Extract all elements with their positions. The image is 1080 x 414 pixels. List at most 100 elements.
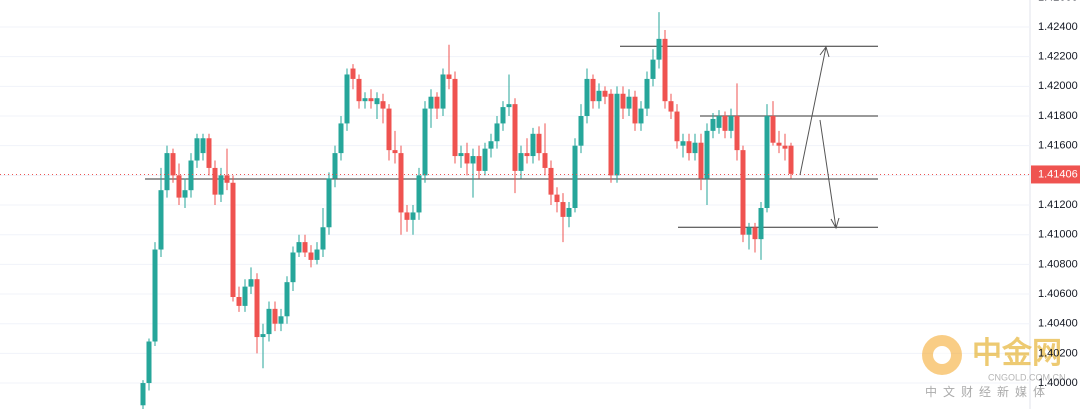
candle-body — [668, 101, 674, 112]
candle-body — [686, 141, 692, 154]
candle-body — [386, 108, 392, 151]
candle-body — [284, 282, 290, 317]
candle-body — [704, 130, 710, 179]
candle-body — [746, 227, 752, 235]
y-tick-label: 1.40800 — [1038, 258, 1078, 270]
candle-body — [428, 96, 434, 109]
candle-body — [764, 116, 770, 208]
candle-body — [722, 116, 728, 131]
candle-body — [692, 142, 698, 154]
logo-inner — [933, 346, 951, 364]
candle-body — [494, 123, 500, 142]
candle-body — [230, 182, 236, 297]
candle-body — [368, 98, 374, 102]
candle-body — [638, 108, 644, 124]
last-price-box — [1031, 165, 1080, 184]
candle-body — [200, 138, 206, 154]
y-tick-label: 1.41200 — [1038, 199, 1078, 211]
y-tick-label: 1.40200 — [1038, 347, 1078, 359]
candle-body — [524, 153, 530, 157]
candle-body — [170, 153, 176, 176]
candle-body — [302, 242, 308, 253]
candle-body — [644, 78, 650, 109]
y-tick-label: 1.40000 — [1038, 377, 1078, 389]
candle-body — [470, 156, 476, 164]
candle-body — [158, 190, 164, 250]
candle-body — [224, 175, 230, 183]
candle-body — [404, 212, 410, 220]
y-tick-label: 1.42200 — [1038, 51, 1078, 63]
candle-body — [416, 175, 422, 213]
candle-body — [296, 242, 302, 253]
candle-body — [596, 90, 602, 102]
candle-body — [380, 101, 386, 109]
candle-body — [164, 153, 170, 191]
candle-body — [332, 153, 338, 179]
candle-body — [452, 78, 458, 157]
candle-body — [566, 207, 572, 217]
candle-body — [152, 249, 158, 342]
candle-body — [602, 90, 608, 97]
candle-body — [698, 142, 704, 179]
y-tick-label: 1.42600 — [1038, 0, 1078, 3]
candle-body — [440, 74, 446, 109]
y-tick-label: 1.41800 — [1038, 110, 1078, 122]
y-tick-label: 1.41000 — [1038, 229, 1078, 241]
candle-body — [476, 156, 482, 171]
candle-body — [728, 116, 734, 131]
candle-body — [446, 74, 452, 79]
candle-body — [584, 78, 590, 117]
arrow-down — [819, 119, 840, 230]
candle-body — [680, 141, 686, 146]
candle-body — [716, 116, 722, 128]
candle-body — [248, 279, 254, 287]
candle-body — [392, 150, 398, 154]
candle-body — [782, 145, 788, 149]
logo-text: 中金网 — [972, 336, 1062, 370]
candle-body — [542, 153, 548, 168]
candle-body — [620, 93, 626, 109]
candle-body — [212, 167, 218, 195]
candle-body — [572, 145, 578, 208]
candle-body — [410, 212, 416, 220]
candle-body — [182, 190, 188, 198]
site-text: CNGOLD.COM.CN — [988, 372, 1066, 382]
candle-body — [776, 142, 782, 146]
candle-body — [614, 93, 620, 176]
candle-body — [560, 202, 566, 217]
candle-body — [500, 107, 506, 124]
candle-body — [344, 74, 350, 124]
candle-body — [278, 316, 284, 324]
candle-body — [272, 308, 278, 324]
candle-body — [590, 78, 596, 102]
candle-body — [506, 104, 512, 108]
candle-body — [734, 116, 740, 151]
candle-body — [434, 96, 440, 109]
candle-body — [650, 59, 656, 79]
candle-body — [518, 153, 524, 171]
candle-body — [308, 252, 314, 260]
candle-body — [326, 178, 332, 228]
candle-body — [488, 141, 494, 149]
slogan-text: 中文财经新媒体 — [925, 384, 1051, 399]
candle-body — [254, 279, 260, 338]
candle-body — [608, 93, 614, 176]
y-tick-label: 1.40600 — [1038, 288, 1078, 300]
candle-body — [482, 148, 488, 171]
candle-body — [530, 133, 536, 157]
candle-body — [788, 145, 794, 174]
candle-body — [740, 150, 746, 235]
candle-body — [674, 111, 680, 142]
candle-body — [362, 98, 368, 102]
candle-body — [140, 383, 146, 406]
candle-body — [176, 175, 182, 198]
candle-body — [656, 38, 662, 60]
candle-body — [662, 38, 668, 102]
candle-body — [266, 308, 272, 335]
candle-body — [398, 153, 404, 213]
candle-body — [770, 116, 776, 143]
candle-body — [758, 207, 764, 240]
candle-body — [752, 227, 758, 240]
